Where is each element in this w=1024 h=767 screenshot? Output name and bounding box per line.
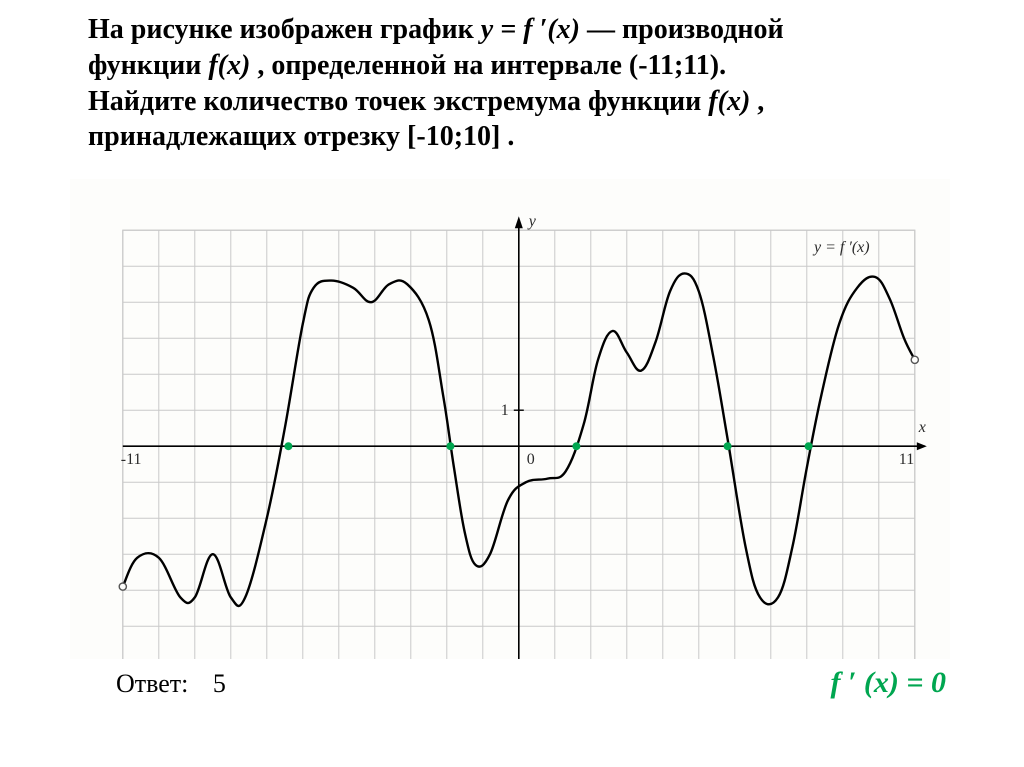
text-fragment: функции (88, 50, 208, 81)
text-fragment: , определенной на интервале (-11;11). (250, 50, 726, 81)
text-fragment: — производной (580, 14, 784, 45)
text-fragment: f(x) (208, 50, 250, 81)
answer-label: Ответ: (116, 669, 188, 698)
derivative-chart: y x 1 0 -11 11 y = f ′(x) (70, 179, 950, 659)
text-fragment: f(x) (708, 86, 750, 117)
problem-text: На рисунке изображен график y = f ′(x) —… (88, 12, 968, 155)
text-fragment: Найдите количество точек экстремума функ… (88, 86, 708, 117)
text-fragment: принадлежащих отрезку [-10;10] . (88, 121, 514, 152)
condition-formula: f ′ (x) = 0 (830, 666, 946, 700)
text-fragment: y = f ′(x) (481, 14, 580, 45)
svg-text:-11: -11 (121, 452, 142, 469)
svg-text:1: 1 (501, 403, 509, 420)
svg-text:y: y (527, 214, 537, 231)
answer-block: Ответ: 5 (116, 669, 226, 699)
svg-text:x: x (918, 420, 926, 437)
text-fragment: На рисунке изображен график (88, 14, 481, 45)
svg-text:y = f ′(x): y = f ′(x) (812, 240, 870, 257)
text-fragment: , (750, 86, 764, 117)
svg-text:11: 11 (899, 452, 914, 469)
answer-value: 5 (213, 669, 226, 698)
svg-text:0: 0 (527, 452, 535, 469)
